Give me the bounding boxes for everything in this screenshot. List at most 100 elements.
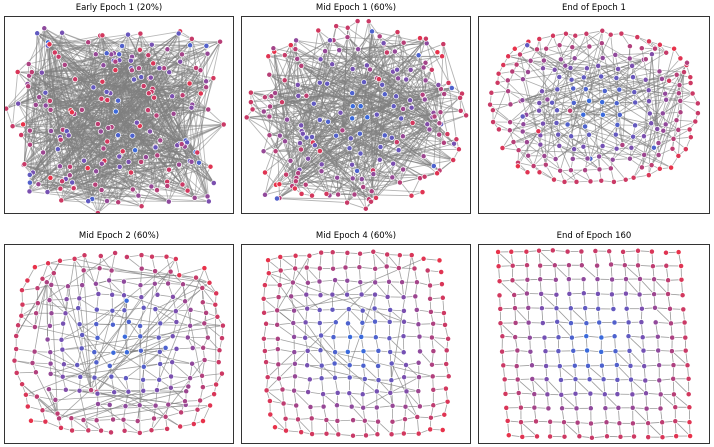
graph-node (291, 333, 298, 340)
panel-title: Mid Epoch 2 (60%) (78, 231, 160, 241)
graph-node (594, 290, 601, 297)
graph-frame (241, 244, 471, 444)
graph-node (169, 359, 176, 366)
graph-node (93, 359, 100, 366)
graph-node (332, 277, 339, 284)
graph-node (206, 279, 213, 286)
graph-edge (520, 421, 538, 437)
panel-end-of-epoch-1: End of Epoch 1 (478, 2, 710, 214)
graph-edge (291, 50, 326, 187)
graph-edge (565, 33, 674, 140)
graph-node (121, 292, 127, 299)
graph-node (263, 387, 270, 394)
graph-edge (338, 49, 378, 115)
graph-edge (269, 74, 299, 97)
graph-edge (170, 271, 184, 285)
graph-edge (517, 130, 539, 167)
graph-node (32, 101, 39, 108)
graph-node (582, 305, 589, 312)
graph-node (561, 178, 568, 185)
graph-node (282, 415, 289, 422)
graph-edge (532, 378, 548, 395)
graph-node (176, 272, 183, 279)
graph-node (544, 96, 551, 103)
graph-edge (673, 394, 690, 408)
graph-node (219, 335, 225, 342)
graph-node (169, 293, 176, 300)
graph-edge (299, 49, 359, 170)
graph-node (675, 126, 682, 133)
graph-edge (419, 351, 433, 365)
graph-node (543, 376, 550, 383)
graph-node (93, 417, 100, 424)
graph-node (172, 256, 179, 262)
graph-node (416, 333, 423, 340)
graph-node (188, 104, 195, 111)
graph-node (416, 374, 422, 381)
graph-node (31, 264, 38, 271)
graph-node (342, 264, 349, 271)
graph-node (310, 100, 317, 107)
graph-node (570, 347, 577, 354)
graph-edge (587, 365, 604, 380)
graph-node (519, 113, 526, 120)
graph-node (320, 403, 327, 410)
graph-node (191, 194, 198, 201)
panel-title: End of Epoch 1 (562, 3, 626, 13)
graph-node (177, 423, 184, 430)
graph-node (268, 93, 275, 100)
graph-node (45, 260, 52, 267)
graph-node (135, 192, 142, 199)
graph-node (495, 70, 502, 77)
graph-node (302, 319, 309, 326)
graph-node (360, 404, 367, 411)
graph-node (263, 320, 270, 327)
graph-node (626, 155, 633, 162)
graph-edge (24, 163, 89, 202)
graph-node (349, 115, 356, 122)
graph-node (401, 374, 408, 381)
graph-edge (348, 308, 363, 324)
graph-edge (50, 130, 71, 176)
graph-node (455, 146, 462, 153)
graph-node (526, 334, 533, 341)
graph-node (430, 163, 437, 169)
graph-edge (191, 45, 207, 162)
graph-node (136, 46, 143, 53)
graph-edge (539, 102, 572, 137)
graph-node (79, 282, 86, 289)
graph-edge (47, 52, 56, 193)
graph-node (672, 404, 679, 411)
graph-node (138, 252, 145, 259)
graph-node (574, 419, 581, 426)
graph-edge (557, 47, 573, 135)
graph-node (580, 276, 587, 283)
graph-node (383, 49, 390, 56)
graph-node (13, 333, 20, 339)
graph-edge (299, 25, 337, 170)
graph-node (270, 45, 277, 52)
graph-edge (34, 282, 48, 328)
graph-node (544, 391, 551, 398)
graph-node (375, 347, 382, 354)
graph-node (673, 117, 680, 124)
graph-node (344, 34, 351, 41)
graph-node (584, 347, 591, 354)
graph-node (662, 121, 669, 128)
graph-node (330, 334, 337, 341)
graph-node (109, 291, 116, 298)
graph-edge (139, 307, 145, 327)
graph-node (527, 348, 534, 355)
graph-node (58, 424, 64, 431)
graph-edge (331, 64, 339, 195)
graph-edge (629, 350, 645, 367)
graph-node (145, 52, 152, 59)
graph-edge (641, 48, 675, 168)
graph-node (213, 381, 220, 388)
graph-node (5, 105, 10, 112)
graph-node (553, 305, 560, 312)
graph-node (187, 306, 194, 313)
graph-node (137, 347, 144, 354)
graph-edge (284, 39, 331, 81)
graph-node (267, 103, 274, 110)
